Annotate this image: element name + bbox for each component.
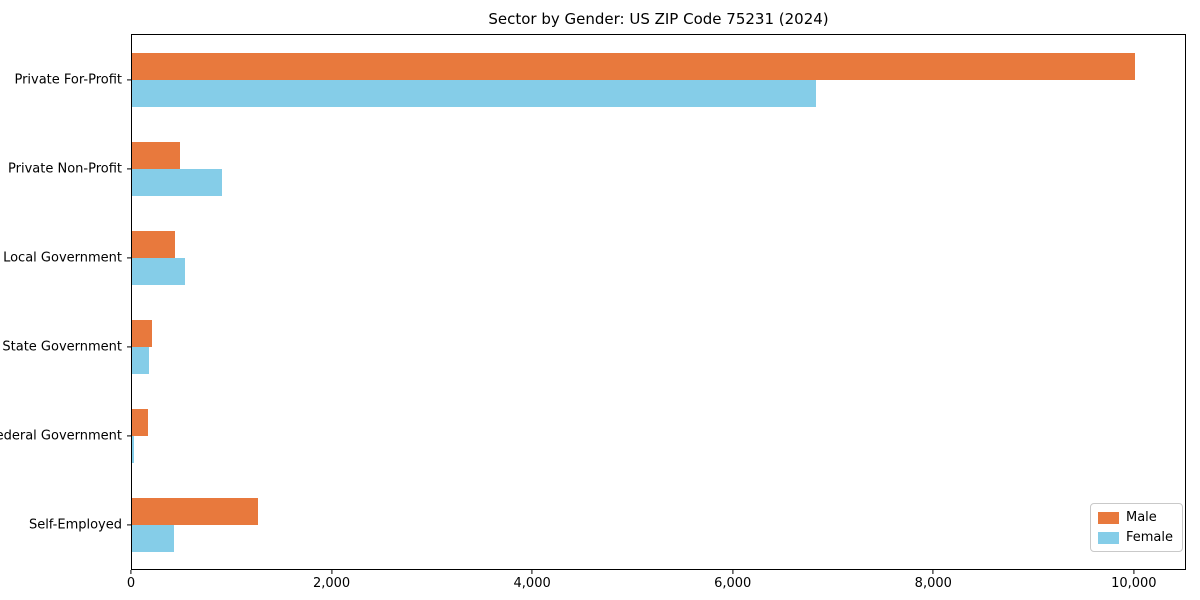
female-bar (132, 346, 149, 374)
plot-area: Private For-Profit Private Non-Profit Loca… (0, 34, 1186, 570)
male-bar (132, 52, 1135, 80)
female-bar (132, 79, 816, 107)
x-tick-mark (531, 570, 533, 574)
category-label: Private For-Profit (14, 72, 122, 87)
male-bar (132, 408, 148, 436)
x-tick-label: 8,000 (914, 576, 952, 591)
male-bar (132, 141, 181, 169)
legend-item-female: Female (1097, 530, 1173, 545)
x-tick-mark (330, 570, 333, 574)
x-tick-label: 4,000 (513, 576, 551, 591)
category-label: Self-Employed (28, 517, 122, 532)
category-label: Local Government (3, 250, 122, 265)
x-tick-label: 10,000 (1111, 576, 1157, 591)
legend-item-male: Male (1097, 510, 1173, 525)
category-row: Self-Employed (29, 480, 1185, 569)
x-tick-mark (1133, 570, 1135, 574)
category-row: Private Non-Profit (8, 124, 1185, 213)
y-tick-mark (127, 167, 132, 170)
legend-label: Female (1125, 530, 1173, 545)
female-bar (132, 168, 222, 196)
y-tick-mark (127, 78, 132, 81)
chart-title: Sector by Gender: US ZIP Code 75231 (202… (488, 10, 829, 28)
category-row: State Government (2, 302, 1185, 391)
female-bar (132, 257, 186, 285)
x-axis: 0 2,000 4,000 6,000 8,000 10,000 (127, 570, 1186, 596)
y-tick-mark (127, 434, 132, 437)
male-bar (132, 497, 259, 525)
category-row: Federal Government (0, 391, 1185, 480)
x-tick-mark (932, 570, 934, 574)
category-label: Private Non-Profit (8, 161, 122, 176)
y-tick-mark (127, 345, 132, 348)
x-tick-mark (732, 570, 734, 574)
category-label: State Government (2, 339, 122, 354)
male-swatch (1097, 511, 1119, 524)
male-bar (132, 230, 176, 258)
female-swatch (1097, 531, 1119, 544)
category-row: Local Government (3, 213, 1185, 302)
category-label: Federal Government (0, 428, 122, 443)
y-tick-mark (127, 523, 132, 526)
x-tick-label: 0 (126, 576, 136, 591)
x-tick-mark (130, 570, 132, 574)
male-bar (132, 319, 152, 347)
y-tick-mark (127, 256, 132, 259)
legend-label: Male (1125, 510, 1157, 525)
female-bar (132, 524, 174, 552)
x-tick-label: 6,000 (714, 576, 752, 591)
legend: Male Female (1089, 503, 1183, 552)
category-row: Private For-Profit (14, 35, 1185, 124)
x-tick-label: 2,000 (312, 576, 351, 591)
female-bar (132, 435, 134, 463)
